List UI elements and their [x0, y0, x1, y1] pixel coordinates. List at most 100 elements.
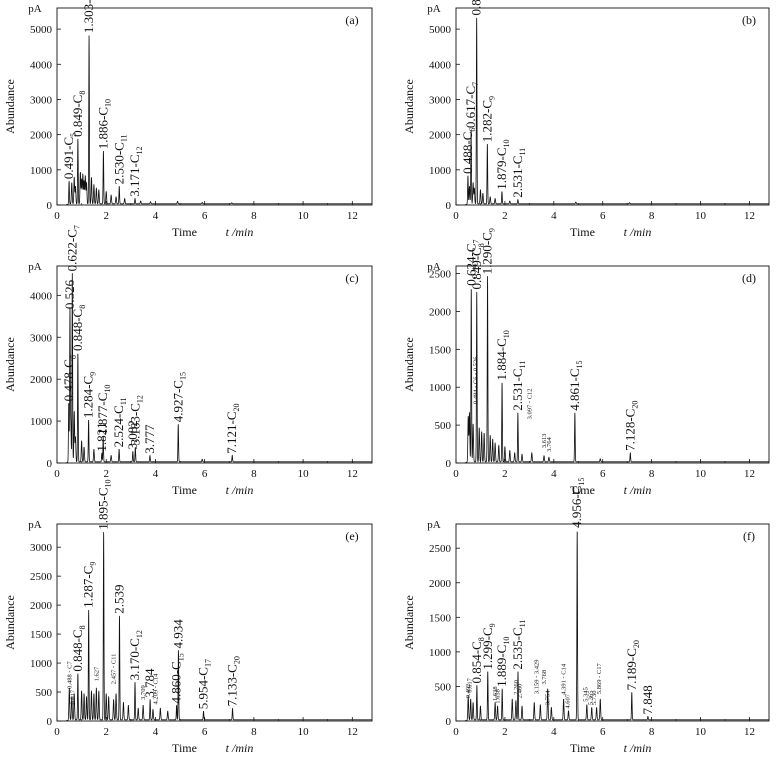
peak-label-subscript: 10 — [502, 330, 511, 338]
peak-label-subscript: 20 — [232, 403, 241, 411]
y-axis-title: Abundance — [3, 337, 17, 392]
x-axis-unit: t /min — [226, 741, 254, 755]
x-tick-label: 6 — [600, 726, 606, 738]
x-axis-unit: t /min — [624, 483, 652, 497]
peak-label-text: 1.879-C — [494, 147, 509, 189]
y-tick-label: 2000 — [30, 130, 53, 142]
y-unit-label: pA — [427, 261, 441, 273]
x-tick-label: 2 — [103, 468, 109, 480]
peak-label-subscript: 17 — [204, 659, 213, 667]
peak-label-text: 1.895-C — [96, 487, 111, 529]
peak-label-subscript: 9 — [89, 372, 98, 376]
y-tick-label: 1500 — [429, 612, 452, 624]
x-tick-label: 2 — [103, 210, 109, 222]
y-unit-label: pA — [427, 3, 441, 15]
peak-label-subscript: 20 — [233, 656, 242, 664]
peak-label: 2.531-C11 — [510, 361, 527, 411]
panel-label: (b) — [742, 13, 756, 27]
small-peak-label: 3.754 — [545, 690, 552, 705]
y-tick-label: 2000 — [30, 600, 53, 612]
peak-label-text: 3.777 — [142, 424, 157, 454]
y-tick-label: 1000 — [429, 382, 452, 394]
y-tick-label: 500 — [435, 681, 452, 693]
panel-label: (f) — [743, 529, 755, 543]
peak-label-subscript: 15 — [177, 653, 186, 661]
y-tick-label: 2500 — [429, 543, 452, 555]
peak-label-subscript: 12 — [135, 630, 144, 638]
chromatogram-panel: 0 2 4 6 8 10 12 0 1000 2000 3000 4000 pA Abundance Tim… — [3, 225, 372, 497]
y-unit-label: pA — [427, 519, 441, 531]
chromatogram-panel: 0 2 4 6 8 10 12 0 1000 2000 3000 4000 5000 pA Abundanc… — [3, 0, 372, 239]
chromatogram-trace — [465, 532, 769, 721]
peak-label-text: 1.284-C — [81, 376, 96, 418]
peak-label: 1.884-C10 — [494, 330, 511, 380]
peak-label-subscript: 20 — [630, 401, 639, 409]
x-axis-title: Time — [172, 741, 197, 755]
small-peak-label: 3.764 — [546, 437, 553, 452]
y-tick-label: 2000 — [429, 130, 452, 142]
peak-label-subscript: 9 — [488, 228, 497, 232]
small-peak-label: 4.391 - C14 — [561, 663, 568, 695]
y-axis-title: Abundance — [402, 79, 416, 134]
peak-label-text: 1.299-C — [480, 627, 495, 669]
chromatogram-trace — [66, 532, 372, 721]
peak-label-subscript: 9 — [89, 562, 98, 566]
x-tick-label: 4 — [153, 468, 159, 480]
x-axis-unit: t /min — [226, 225, 254, 239]
peak-label-text: 0.622-C — [64, 229, 79, 271]
panel-label: (a) — [345, 13, 358, 27]
peak-label-subscript: 20 — [632, 640, 641, 648]
y-tick-label: 2000 — [429, 306, 452, 318]
x-tick-label: 12 — [744, 726, 755, 738]
small-peak-label: 0.617 — [69, 689, 76, 704]
x-tick-label: 12 — [744, 210, 755, 222]
peak-label-text: 3.183-C — [127, 403, 142, 445]
peak-label-subscript: 9 — [487, 96, 496, 100]
peak-label: 1.287-C9 — [81, 562, 98, 608]
x-tick-label: 2 — [502, 210, 508, 222]
peak-label-text: 3.170-C — [127, 638, 142, 680]
y-unit-label: pA — [28, 3, 42, 15]
x-axis-unit: t /min — [226, 483, 254, 497]
peak-label-text: 1.303-C — [81, 0, 96, 33]
y-tick-label: 0 — [446, 716, 452, 728]
peak-label: 0.849-C8 — [70, 91, 87, 137]
small-peak-label: 3.768 — [541, 670, 548, 685]
peak-label-text: 4.927-C — [170, 380, 185, 422]
panel-label: (c) — [345, 271, 358, 285]
plot-frame — [456, 524, 769, 721]
y-tick-label: 1500 — [30, 629, 53, 641]
small-peak-label: 3.097 - C12 — [526, 388, 533, 419]
x-tick-label: 6 — [202, 210, 208, 222]
x-tick-label: 2 — [502, 726, 508, 738]
x-axis-title: Time — [570, 225, 595, 239]
peak-label-subscript: 8 — [78, 625, 87, 629]
peak-label-text: 1.282-C — [479, 100, 494, 142]
x-tick-label: 0 — [453, 726, 459, 738]
y-tick-label: 3000 — [30, 332, 53, 344]
peak-label-text: 2.535-C — [510, 627, 525, 669]
small-peak-label: 4.209 - C14 — [152, 673, 159, 705]
peak-label-subscript: 15 — [178, 372, 187, 380]
peak-label-text: 0.488-C — [460, 132, 475, 174]
x-tick-label: 8 — [649, 468, 655, 480]
peak-label: 0.845-C8 — [469, 0, 486, 16]
x-axis-title: Time — [172, 225, 197, 239]
peak-label-text: 0.849-C — [70, 95, 85, 137]
peak-label-text: 0.478-C — [61, 359, 76, 401]
x-axis-unit: t /min — [624, 225, 652, 239]
peak-label-text: 1.821 — [94, 422, 109, 451]
small-peak-label: 5.730 — [591, 691, 598, 706]
x-tick-label: 10 — [695, 468, 707, 480]
small-peak-label: 3.159 - 3.429 — [534, 659, 541, 694]
y-unit-label: pA — [28, 519, 42, 531]
x-axis-title: Time — [570, 741, 595, 755]
peak-label-text: 7.121-C — [224, 411, 239, 453]
y-tick-label: 1000 — [30, 165, 53, 177]
y-tick-label: 4000 — [429, 59, 452, 71]
y-tick-label: 0 — [47, 458, 53, 470]
small-peak-label: 1.627 — [93, 666, 100, 681]
peak-label-subscript: 11 — [518, 148, 527, 156]
peak-label-subscript: 10 — [103, 99, 112, 107]
